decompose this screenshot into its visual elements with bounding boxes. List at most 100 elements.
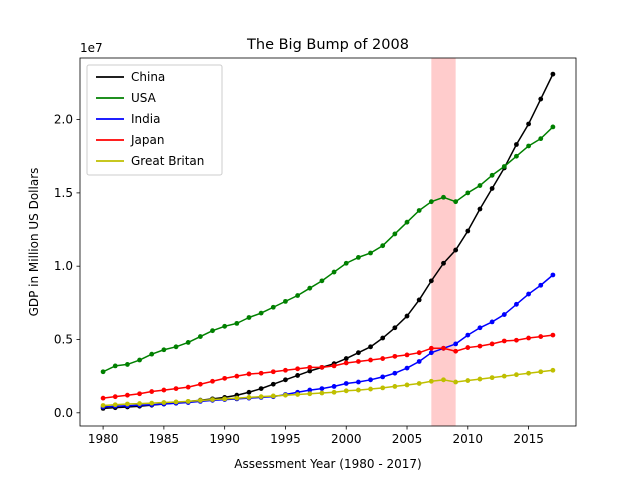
data-point-great-britan [246,395,252,400]
data-point-great-britan [477,376,483,382]
data-point-great-britan [185,398,191,404]
y-tick-label: 1.0 [54,259,73,273]
data-point-great-britan [343,388,349,394]
data-point-japan [392,353,398,359]
data-point-japan [246,371,252,377]
data-point-usa [112,363,118,369]
data-point-great-britan [258,394,264,400]
x-tick-label: 1980 [88,432,119,446]
x-tick-label: 2010 [453,432,484,446]
data-point-usa [501,164,507,169]
data-point-india [514,301,519,307]
data-point-japan [465,345,471,350]
data-point-usa [465,190,471,196]
data-point-india [501,312,507,317]
legend-label-usa: USA [131,91,157,105]
data-point-japan [526,335,531,341]
x-tick-label: 2015 [513,432,544,446]
data-point-india [368,377,373,383]
data-point-usa [477,183,483,188]
data-point-japan [197,381,203,387]
data-point-india [453,341,459,347]
data-point-great-britan [270,393,276,399]
data-point-china [380,335,386,341]
data-point-japan [416,350,422,356]
data-point-japan [550,332,556,338]
data-point-great-britan [149,400,155,406]
data-point-great-britan [453,379,459,385]
data-point-india [380,374,386,380]
data-point-japan [331,363,337,369]
data-point-china [428,278,434,284]
data-point-china [550,71,556,77]
y-axis-label: GDP in Million US Dollars [27,168,41,317]
highlight-span-2008 [431,58,456,426]
data-point-india [392,370,398,376]
data-point-usa [526,143,531,149]
data-point-india [428,350,434,356]
data-point-japan [501,338,507,344]
data-point-great-britan [137,401,142,406]
data-point-japan [428,345,434,351]
data-point-china [477,206,483,212]
data-point-usa [210,328,215,334]
data-point-usa [331,269,337,275]
data-point-great-britan [307,391,313,397]
data-point-japan [538,334,544,339]
data-point-japan [173,386,179,392]
data-point-india [404,365,410,371]
data-point-china [526,121,531,127]
data-point-japan [137,391,142,397]
chart-title: The Big Bump of 2008 [246,37,409,53]
data-point-usa [270,304,276,310]
data-point-great-britan [550,367,556,373]
data-point-japan [355,359,361,364]
data-point-usa [197,334,203,339]
data-point-china [465,228,471,234]
data-point-usa [100,369,106,375]
plot-area: 1980 1985 1990 1995 2000 2005 2010 2015 0.0 0.5 1.… [54,57,577,446]
data-point-japan [441,345,446,351]
data-point-india [416,359,422,364]
data-point-great-britan [210,397,215,403]
y-tick-label: 2.0 [54,113,73,127]
data-point-china [258,386,264,392]
legend-label-india: India [131,112,160,126]
legend-label-great-britan: Great Britan [131,154,204,168]
data-point-china [453,247,459,253]
data-point-great-britan [465,378,471,383]
data-point-india [526,291,531,297]
data-point-great-britan [112,402,118,408]
x-tick-label: 2000 [331,432,362,446]
y-tick-label: 1.5 [54,186,73,200]
data-point-usa [550,124,556,130]
data-point-great-britan [283,392,288,398]
data-point-india [465,332,471,338]
data-point-usa [489,172,495,178]
data-point-great-britan [331,389,337,395]
data-point-china [489,186,495,191]
data-point-great-britan [355,387,361,393]
data-point-china [295,373,301,378]
data-point-usa [319,278,325,284]
data-point-japan [270,369,276,375]
data-point-india [319,386,325,392]
data-point-usa [258,310,264,316]
data-point-japan [368,357,373,363]
data-point-japan [489,341,495,347]
data-point-japan [258,370,264,376]
data-point-usa [404,219,410,225]
data-point-usa [137,357,142,363]
data-point-great-britan [392,384,398,389]
data-point-usa [295,293,301,298]
data-point-great-britan [100,403,106,408]
data-point-usa [441,194,446,200]
data-point-india [343,381,349,386]
data-point-great-britan [380,385,386,391]
data-point-india [489,319,495,325]
data-point-great-britan [197,398,203,403]
data-point-usa [416,208,422,213]
data-point-usa [234,320,240,326]
y-tick-label: 0.0 [54,406,73,420]
